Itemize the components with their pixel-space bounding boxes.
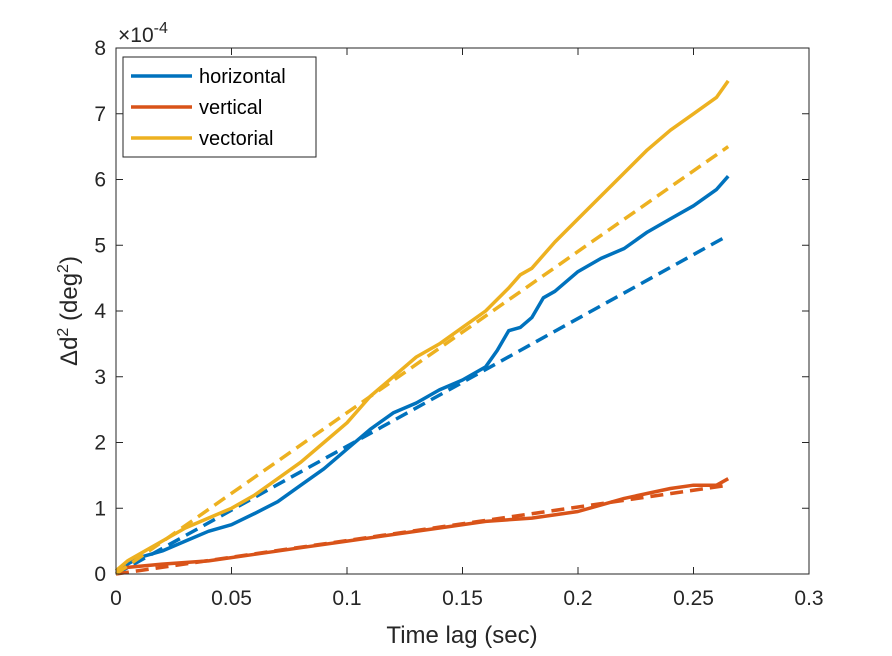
series-line-fit-3 bbox=[115, 483, 729, 576]
x-tick-label: 0.05 bbox=[211, 587, 252, 610]
x-tick-label: 0.3 bbox=[794, 587, 823, 610]
y-tick-label: 7 bbox=[94, 103, 106, 126]
y-tick-label: 4 bbox=[94, 300, 106, 323]
y-tick-label: 5 bbox=[94, 234, 106, 257]
y-axis-label-suffix: ) bbox=[56, 256, 83, 264]
legend: horizontal vertical vectorial bbox=[122, 56, 317, 158]
x-tick-label: 0.1 bbox=[332, 587, 361, 610]
y-exponent-power: -4 bbox=[154, 20, 168, 37]
y-tick-label: 6 bbox=[94, 169, 106, 192]
legend-label-vectorial: vectorial bbox=[199, 128, 273, 150]
y-tick-label: 8 bbox=[94, 37, 106, 60]
y-exponent-label: ×10-4 bbox=[118, 20, 168, 47]
x-tick-label: 0.25 bbox=[673, 587, 714, 610]
x-axis: 0 0.05 0.1 0.15 0.2 0.25 0.3 bbox=[110, 48, 824, 610]
series-layer bbox=[114, 79, 730, 576]
y-axis-label-prefix: Δd bbox=[56, 337, 83, 366]
x-tick-label: 0.2 bbox=[563, 587, 592, 610]
x-tick-label: 0.15 bbox=[442, 587, 483, 610]
series-line-fit-1 bbox=[115, 233, 730, 576]
y-tick-label: 2 bbox=[94, 432, 106, 455]
x-tick-label: 0 bbox=[110, 587, 122, 610]
y-tick-label: 3 bbox=[94, 366, 106, 389]
y-tick-label: 1 bbox=[94, 497, 106, 520]
y-axis-label-mid: (deg bbox=[56, 273, 83, 328]
legend-label-horizontal: horizontal bbox=[199, 66, 286, 88]
y-tick-label: 0 bbox=[94, 563, 106, 586]
x-axis-label: Time lag (sec) bbox=[386, 622, 537, 649]
y-axis-label: Δd2 (deg2) bbox=[55, 256, 83, 366]
legend-label-vertical: vertical bbox=[199, 97, 262, 119]
y-axis-label-sup1: 2 bbox=[55, 328, 72, 337]
y-axis-label-sup2: 2 bbox=[55, 264, 72, 273]
series-line-vectorial bbox=[114, 79, 730, 573]
series-line-fit-5 bbox=[114, 145, 730, 576]
y-axis: 0 1 2 3 4 5 6 7 8 bbox=[94, 37, 809, 586]
series-line-horizontal bbox=[115, 175, 730, 573]
y-exponent-base: ×10 bbox=[118, 24, 154, 47]
